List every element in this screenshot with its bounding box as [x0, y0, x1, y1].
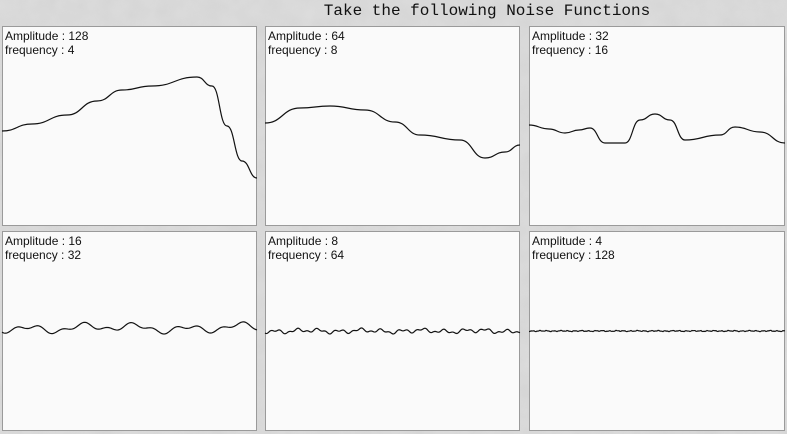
frequency-label: frequency : 4 [5, 43, 75, 57]
frequency-label: frequency : 64 [268, 248, 344, 262]
title: Take the following Noise Functions [324, 2, 650, 20]
noise-curve [528, 113, 786, 144]
amplitude-label: Amplitude : 8 [268, 234, 338, 248]
frequency-label: frequency : 16 [532, 43, 608, 57]
noise-curve [264, 327, 521, 335]
amplitude-label: Amplitude : 64 [268, 29, 345, 43]
amplitude-label: Amplitude : 16 [5, 234, 82, 248]
panel-frame [529, 26, 785, 226]
noise-curve [264, 105, 521, 159]
noise-curve [528, 329, 786, 333]
frequency-label: frequency : 8 [268, 43, 338, 57]
amplitude-label: Amplitude : 128 [5, 29, 89, 43]
panel-frame [2, 231, 257, 431]
amplitude-label: Amplitude : 32 [532, 29, 609, 43]
amplitude-label: Amplitude : 4 [532, 234, 602, 248]
frequency-label: frequency : 128 [532, 248, 615, 262]
frequency-label: frequency : 32 [5, 248, 81, 262]
panel-frame [265, 26, 520, 226]
noise-curve [1, 76, 258, 179]
panel-frame [2, 26, 257, 226]
noise-curve [1, 321, 258, 335]
